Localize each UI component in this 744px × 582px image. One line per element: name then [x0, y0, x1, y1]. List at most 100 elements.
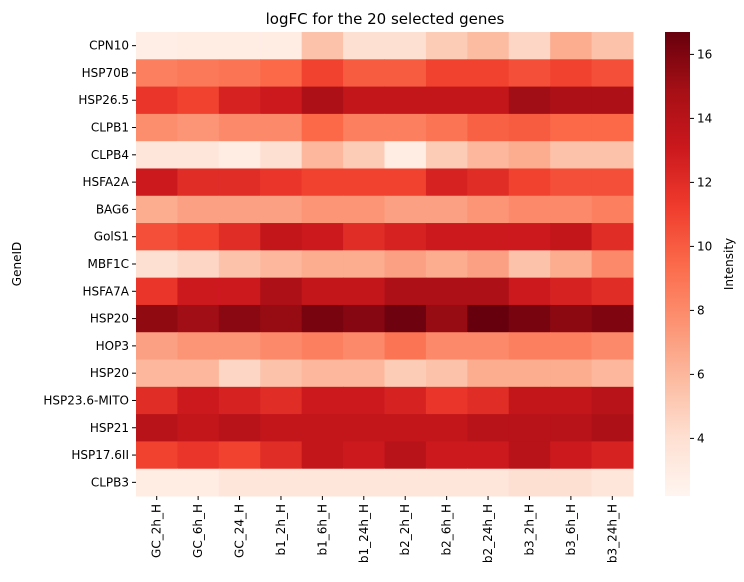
heatmap-cell	[177, 223, 220, 251]
heatmap-cell	[467, 141, 510, 169]
heatmap-cell	[218, 277, 261, 306]
column-label: b2_24h_H	[481, 504, 495, 563]
heatmap-cell	[591, 223, 634, 251]
heatmap-cell	[508, 168, 551, 197]
heatmap-cell	[467, 332, 510, 361]
heatmap-cell	[218, 386, 261, 415]
heatmap-cell	[301, 141, 344, 169]
heatmap-cell	[550, 168, 593, 197]
heatmap-cell	[218, 32, 261, 60]
heatmap-cell	[136, 304, 178, 333]
heatmap-cell	[508, 468, 551, 497]
heatmap-cell	[508, 332, 551, 361]
heatmap-cell	[260, 250, 303, 279]
row-label: HSP21	[90, 421, 129, 435]
heatmap-cell	[550, 304, 593, 333]
heatmap-cell	[301, 195, 344, 224]
heatmap-cell	[467, 59, 510, 88]
heatmap-cell	[177, 141, 220, 169]
heatmap-cell	[136, 359, 178, 388]
heatmap-cell	[550, 141, 593, 169]
heatmap-cell	[136, 223, 178, 251]
heatmap-cell	[301, 468, 344, 497]
heatmap-cell	[425, 195, 468, 224]
heatmap-cell	[384, 141, 427, 169]
heatmap-cell	[136, 250, 178, 279]
heatmap-cell	[343, 113, 385, 142]
heatmap-cell	[425, 250, 468, 279]
chart-title: logFC for the 20 selected genes	[266, 10, 505, 28]
heatmap-cell	[467, 304, 510, 333]
heatmap-cell	[384, 468, 427, 497]
heatmap-cell	[218, 250, 261, 279]
heatmap-cell	[301, 277, 344, 306]
y-axis-label: GeneID	[10, 242, 24, 286]
heatmap-cell	[508, 223, 551, 251]
heatmap-cell	[467, 168, 510, 197]
heatmap-cell	[550, 468, 593, 497]
heatmap-cell	[260, 386, 303, 415]
heatmap-cell	[301, 32, 344, 60]
heatmap-cell	[136, 332, 178, 361]
heatmap-cell	[301, 250, 344, 279]
heatmap-cell	[550, 195, 593, 224]
heatmap-cell	[301, 441, 344, 470]
heatmap-cell	[343, 168, 385, 197]
colorbar-label: Intensity	[722, 238, 736, 290]
row-label: HSP20	[90, 366, 129, 380]
row-label: BAG6	[96, 202, 129, 216]
column-label: b3_24h_H	[605, 504, 619, 563]
heatmap-cell	[467, 414, 510, 442]
heatmap-cell	[260, 304, 303, 333]
heatmap-cell	[384, 59, 427, 88]
heatmap-cell	[301, 86, 344, 115]
column-label: b3_6h_H	[564, 504, 578, 556]
heatmap-cell	[301, 223, 344, 251]
column-label: b3_2h_H	[522, 504, 536, 556]
heatmap-cell	[467, 32, 510, 60]
colorbar-tick-label: 10	[697, 239, 712, 253]
heatmap-cell	[260, 32, 303, 60]
heatmap-cell	[136, 32, 178, 60]
heatmap-cell	[591, 168, 634, 197]
column-labels: GC_2h_H GC_6h_H GC_24_H b1_2h_H b1_6h_H b1_24…	[150, 496, 619, 563]
heatmap-cell	[260, 414, 303, 442]
heatmap-cell	[260, 359, 303, 388]
heatmap-cell	[384, 332, 427, 361]
row-label: HSFA2A	[83, 175, 130, 189]
heatmap-cell	[508, 277, 551, 306]
heatmap-cell	[136, 113, 178, 142]
heatmap-cell	[384, 113, 427, 142]
heatmap-cell	[384, 168, 427, 197]
heatmap-cell	[425, 277, 468, 306]
column-label: b1_6h_H	[315, 504, 329, 556]
row-label: HSP26.5	[78, 93, 129, 107]
heatmap-cell	[260, 59, 303, 88]
heatmap-cell	[260, 441, 303, 470]
row-label: HOP3	[96, 339, 129, 353]
row-label: MBF1C	[87, 257, 129, 271]
heatmap-cell	[136, 168, 178, 197]
heatmap-cell	[508, 195, 551, 224]
heatmap-cell	[425, 86, 468, 115]
heatmap-cell	[425, 223, 468, 251]
heatmap-cell	[301, 332, 344, 361]
heatmap-cell	[343, 195, 385, 224]
heatmap-cell	[425, 168, 468, 197]
heatmap-cell	[384, 359, 427, 388]
heatmap-cell	[177, 168, 220, 197]
heatmap-cell	[384, 250, 427, 279]
heatmap-cell	[384, 86, 427, 115]
heatmap-cell	[177, 250, 220, 279]
heatmap-cell	[260, 468, 303, 497]
heatmap-cell	[550, 386, 593, 415]
heatmap-cell	[508, 141, 551, 169]
heatmap-cell	[467, 223, 510, 251]
heatmap-cell	[177, 277, 220, 306]
colorbar-tick-label: 6	[697, 367, 705, 381]
heatmap-cell	[508, 113, 551, 142]
heatmap-cell	[425, 332, 468, 361]
heatmap-cell	[218, 223, 261, 251]
heatmap-cell	[343, 32, 385, 60]
heatmap-cell	[177, 332, 220, 361]
